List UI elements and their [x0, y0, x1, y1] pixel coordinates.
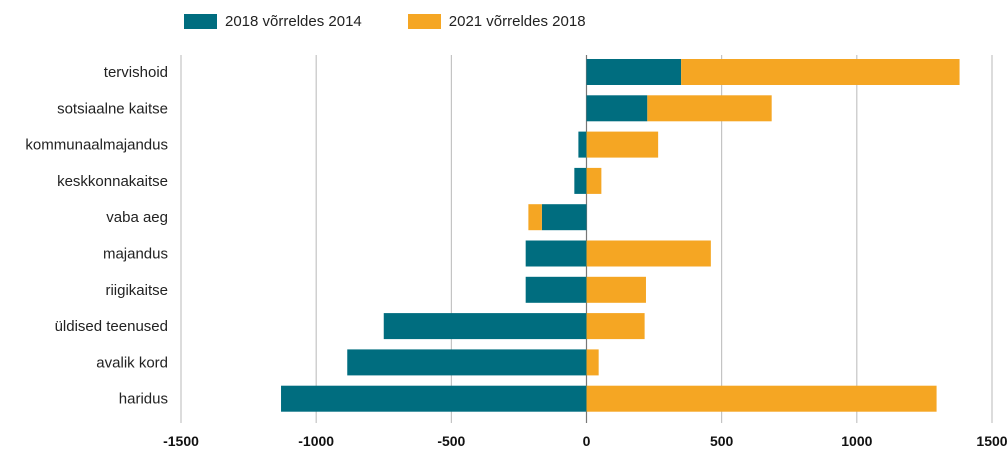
x-tick-label: 0 — [583, 433, 591, 449]
legend-swatch-orange — [407, 13, 441, 29]
category-label: sotsiaalne kaitse — [57, 100, 168, 117]
bar-2018-vs-2014 — [586, 59, 682, 85]
bar-2018-vs-2014 — [281, 385, 587, 412]
bar-2021-vs-2018 — [586, 385, 937, 412]
category-label: tervishoid — [104, 64, 168, 81]
category-label: vaba aeg — [106, 209, 168, 226]
bar-2021-vs-2018 — [586, 167, 602, 194]
category-label: majandus — [103, 246, 168, 263]
bar-2021-vs-2018 — [528, 204, 542, 231]
legend-item-2021-vs-2018: 2021 võrreldes 2018 — [407, 12, 586, 30]
bars — [281, 59, 960, 412]
bar-2021-vs-2018 — [586, 349, 599, 376]
x-tick-label: 1000 — [841, 433, 872, 449]
bar-2018-vs-2014 — [586, 95, 648, 122]
bar-2021-vs-2018 — [586, 276, 646, 303]
x-tick-label: 500 — [710, 433, 734, 449]
legend: 2018 võrreldes 2014 2021 võrreldes 2018 — [184, 10, 632, 32]
x-tick-label: -1000 — [298, 433, 334, 449]
bar-2021-vs-2018 — [586, 240, 711, 267]
bar-2021-vs-2018 — [586, 131, 659, 158]
x-tick-label: -1500 — [163, 433, 199, 449]
x-tick-label: -500 — [437, 433, 465, 449]
bar-2018-vs-2014 — [574, 167, 587, 194]
bar-2018-vs-2014 — [347, 349, 587, 376]
category-label: avalik kord — [96, 354, 168, 371]
category-label: üldised teenused — [55, 318, 168, 335]
category-label: riigikaitse — [105, 282, 168, 299]
legend-label: 2021 võrreldes 2018 — [448, 12, 586, 30]
bar-2018-vs-2014 — [525, 240, 587, 267]
bar-2018-vs-2014 — [383, 313, 587, 340]
tick-labels: -1500 -1000 -500 0 500 1000 1500 — [163, 433, 1007, 449]
category-label: kommunaalmajandus — [25, 137, 168, 154]
legend-label: 2018 võrreldes 2014 — [225, 12, 362, 30]
category-labels: tervishoid sotsiaalne kaitse kommunaalmaja… — [25, 64, 168, 408]
bar-2018-vs-2014 — [541, 204, 587, 231]
category-label: keskkonnakaitse — [57, 173, 168, 190]
bar-2018-vs-2014 — [525, 276, 587, 303]
x-tick-label: 1500 — [976, 433, 1007, 449]
legend-swatch-teal — [184, 13, 217, 29]
bar-2018-vs-2014 — [578, 131, 587, 158]
bar-2021-vs-2018 — [647, 95, 772, 122]
bar-2021-vs-2018 — [586, 313, 645, 340]
legend-item-2018-vs-2014: 2018 võrreldes 2014 — [184, 13, 362, 30]
category-label: haridus — [119, 391, 168, 408]
bar-2021-vs-2018 — [681, 59, 960, 85]
